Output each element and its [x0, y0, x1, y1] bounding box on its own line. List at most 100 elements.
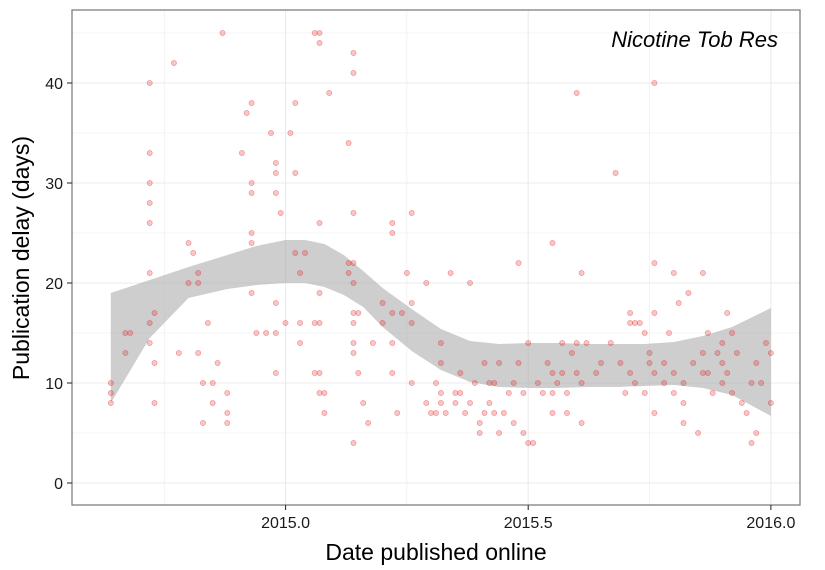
data-point: [350, 50, 357, 56]
data-point: [719, 340, 726, 346]
data-point: [748, 440, 755, 446]
data-point: [520, 430, 527, 436]
data-point: [151, 400, 158, 406]
data-point: [224, 390, 231, 396]
data-point: [763, 340, 769, 346]
data-point: [175, 350, 182, 356]
data-point: [253, 330, 260, 336]
panel-title: Nicotine Tob Res: [611, 27, 778, 52]
data-point: [505, 390, 512, 396]
data-point: [292, 100, 299, 106]
data-point: [486, 380, 493, 386]
panel-border: [71, 9, 801, 506]
data-point: [636, 320, 643, 326]
data-point: [151, 310, 158, 316]
data-point: [500, 410, 507, 416]
data-point: [471, 380, 478, 386]
data-point: [146, 150, 153, 156]
y-axis-title: Publication delay (days): [8, 136, 34, 380]
data-point: [462, 410, 468, 416]
data-point: [593, 370, 600, 376]
data-point: [685, 290, 692, 296]
data-point: [724, 370, 731, 376]
data-point: [403, 270, 410, 276]
data-point: [680, 420, 687, 426]
y-tick-label: 30: [45, 176, 63, 193]
data-point: [243, 110, 250, 116]
data-point: [321, 390, 328, 396]
data-point: [695, 430, 701, 436]
data-point: [316, 220, 323, 226]
y-tick-label: 20: [45, 276, 63, 293]
data-point: [627, 370, 633, 376]
data-point: [248, 180, 255, 186]
data-point: [612, 170, 619, 176]
data-point: [748, 380, 755, 386]
data-point: [530, 440, 536, 446]
data-point: [326, 90, 333, 96]
data-point: [675, 300, 682, 306]
data-point: [195, 280, 202, 286]
x-tick-label: 2015.5: [504, 515, 553, 532]
data-point: [627, 320, 633, 326]
data-point: [651, 370, 658, 376]
data-point: [146, 320, 153, 326]
data-point: [272, 170, 279, 176]
data-point: [535, 380, 541, 386]
data-point: [272, 160, 279, 166]
data-point: [394, 410, 401, 416]
data-point: [476, 430, 483, 436]
data-point: [195, 270, 202, 276]
data-point: [670, 270, 677, 276]
data-point: [316, 290, 323, 296]
data-point: [369, 340, 376, 346]
data-point: [481, 410, 488, 416]
data-point: [544, 360, 551, 366]
data-point: [724, 310, 731, 316]
data-point: [399, 310, 405, 316]
data-point: [559, 340, 566, 346]
data-point: [277, 210, 284, 216]
data-point: [122, 330, 129, 336]
data-point: [408, 380, 415, 386]
data-point: [268, 130, 274, 136]
data-point: [617, 360, 624, 366]
data-point: [578, 420, 585, 426]
data-point: [486, 400, 493, 406]
data-point: [345, 260, 352, 266]
data-point: [738, 400, 745, 406]
data-point: [442, 410, 449, 416]
data-point: [389, 370, 396, 376]
data-point: [481, 360, 488, 366]
data-point: [151, 360, 158, 366]
data-point: [661, 380, 667, 386]
data-point: [272, 190, 279, 196]
data-point: [379, 300, 386, 306]
data-point: [408, 300, 415, 306]
data-point: [510, 380, 517, 386]
data-point: [515, 260, 522, 266]
data-point: [248, 240, 255, 246]
data-point: [646, 350, 653, 356]
data-point: [457, 370, 464, 376]
data-point: [302, 250, 308, 256]
data-point: [316, 390, 323, 396]
data-point: [122, 350, 129, 356]
data-point: [437, 360, 444, 366]
data-point: [704, 330, 711, 336]
data-point: [743, 410, 750, 416]
data-point: [641, 390, 648, 396]
data-point: [350, 340, 357, 346]
data-point: [491, 380, 498, 386]
data-point: [753, 360, 760, 366]
data-point: [709, 390, 716, 396]
data-point: [107, 390, 114, 396]
data-point: [146, 340, 153, 346]
data-point: [646, 360, 653, 366]
data-point: [700, 270, 706, 276]
data-point: [437, 400, 444, 406]
data-point: [651, 80, 658, 86]
data-point: [661, 360, 667, 366]
